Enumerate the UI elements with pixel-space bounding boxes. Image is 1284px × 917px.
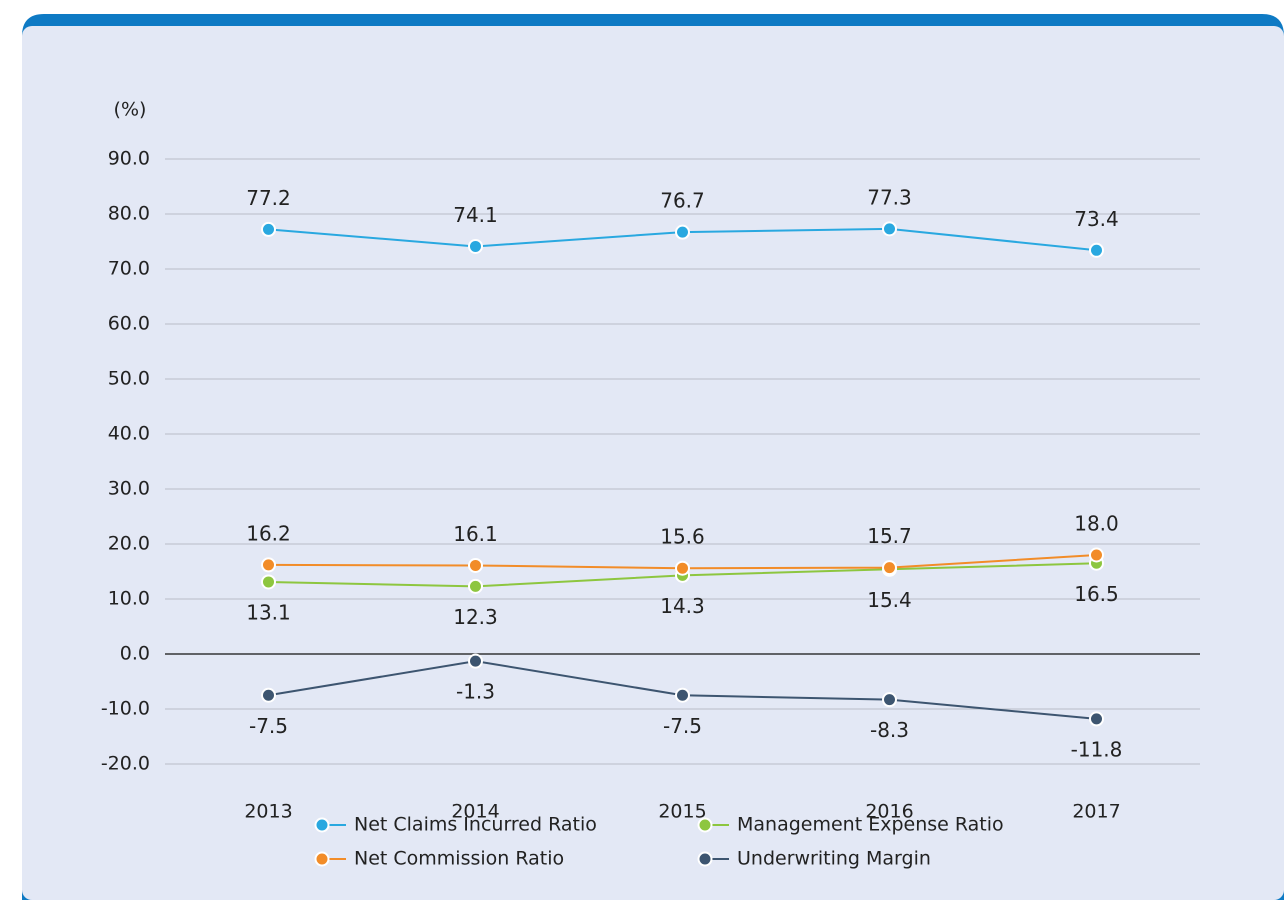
data-label: 18.0: [1074, 512, 1119, 536]
legend-marker: [314, 851, 330, 867]
data-label: 77.3: [867, 185, 912, 209]
data-label: -8.3: [870, 718, 909, 742]
point: [1089, 547, 1104, 563]
data-label: 16.2: [246, 521, 291, 545]
legend-label: Underwriting Margin: [737, 848, 931, 870]
x-tick-label: 2014: [451, 801, 499, 823]
data-label: 15.4: [867, 588, 912, 612]
y-tick-label: 90.0: [108, 148, 150, 170]
point: [882, 560, 897, 576]
y-tick-label: 60.0: [108, 313, 150, 335]
x-tick-label: 2013: [244, 801, 292, 823]
data-label: -7.5: [663, 714, 702, 738]
data-label: 73.4: [1074, 207, 1119, 231]
point: [261, 687, 276, 703]
point: [675, 687, 690, 703]
data-label: -11.8: [1071, 737, 1123, 761]
legend-label: Net Claims Incurred Ratio: [354, 814, 597, 836]
data-label: 14.3: [660, 594, 705, 618]
y-axis-label: (%): [114, 99, 147, 121]
point: [1089, 711, 1104, 727]
point: [261, 557, 276, 573]
point: [882, 692, 897, 708]
data-label: -7.5: [249, 714, 288, 738]
data-label: 15.7: [867, 524, 912, 548]
y-tick-label: 0.0: [120, 643, 150, 665]
point: [675, 224, 690, 240]
point: [675, 560, 690, 576]
point: [468, 578, 483, 594]
data-label: 74.1: [453, 203, 498, 227]
legend-marker: [697, 817, 713, 833]
data-label: 13.1: [246, 600, 291, 624]
point: [1089, 242, 1104, 258]
data-label: 77.2: [246, 186, 291, 210]
point: [882, 221, 897, 237]
y-tick-label: -20.0: [101, 753, 150, 775]
y-tick-label: 40.0: [108, 423, 150, 445]
x-tick-label: 2017: [1072, 801, 1120, 823]
data-label: 12.3: [453, 605, 498, 629]
x-tick-label: 2015: [658, 801, 706, 823]
legend-label: Net Commission Ratio: [354, 848, 564, 870]
data-label: 16.1: [453, 522, 498, 546]
y-tick-label: 70.0: [108, 258, 150, 280]
point: [468, 238, 483, 254]
data-label: 76.7: [660, 189, 705, 213]
y-tick-label: 30.0: [108, 478, 150, 500]
legend-marker: [314, 817, 330, 833]
data-label: 16.5: [1074, 582, 1119, 606]
data-label: -1.3: [456, 680, 495, 704]
legend-label: Management Expense Ratio: [737, 814, 1004, 836]
y-tick-label: 20.0: [108, 533, 150, 555]
y-tick-label: 50.0: [108, 368, 150, 390]
data-label: 15.6: [660, 525, 705, 549]
y-tick-label: 10.0: [108, 588, 150, 610]
point: [261, 221, 276, 237]
point: [261, 574, 276, 590]
x-tick-label: 2016: [865, 801, 913, 823]
legend-marker: [697, 851, 713, 867]
panel: [22, 26, 1284, 900]
point: [468, 653, 483, 669]
y-tick-label: 80.0: [108, 203, 150, 225]
point: [468, 557, 483, 573]
y-tick-label: -10.0: [101, 698, 150, 720]
